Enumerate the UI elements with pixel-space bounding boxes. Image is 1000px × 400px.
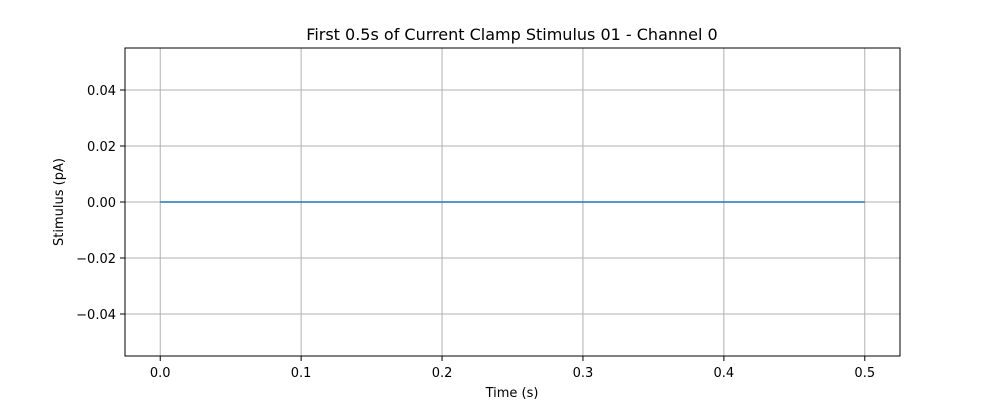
x-tick-label: 0.4 — [714, 366, 735, 381]
x-tick-label: 0.5 — [854, 366, 875, 381]
x-tick-label: 0.0 — [150, 366, 171, 381]
x-axis-label: Time (s) — [485, 386, 539, 400]
x-tick-label: 0.1 — [291, 366, 312, 381]
y-tick-label: −0.04 — [76, 308, 116, 323]
y-axis-label: Stimulus (pA) — [52, 158, 67, 246]
y-tick-label: −0.02 — [76, 252, 116, 267]
chart-title: First 0.5s of Current Clamp Stimulus 01 … — [306, 25, 717, 44]
y-tick-label: 0.04 — [87, 84, 116, 99]
y-tick-label: 0.00 — [87, 196, 116, 211]
x-tick-label: 0.2 — [432, 366, 453, 381]
y-tick-label: 0.02 — [87, 140, 116, 155]
axis-ticks: 0.0 0.1 0.2 0.3 0.4 0.5 0.04 0.02 0.00 −0.02 −0.04 — [76, 84, 875, 381]
x-tick-label: 0.3 — [573, 366, 594, 381]
